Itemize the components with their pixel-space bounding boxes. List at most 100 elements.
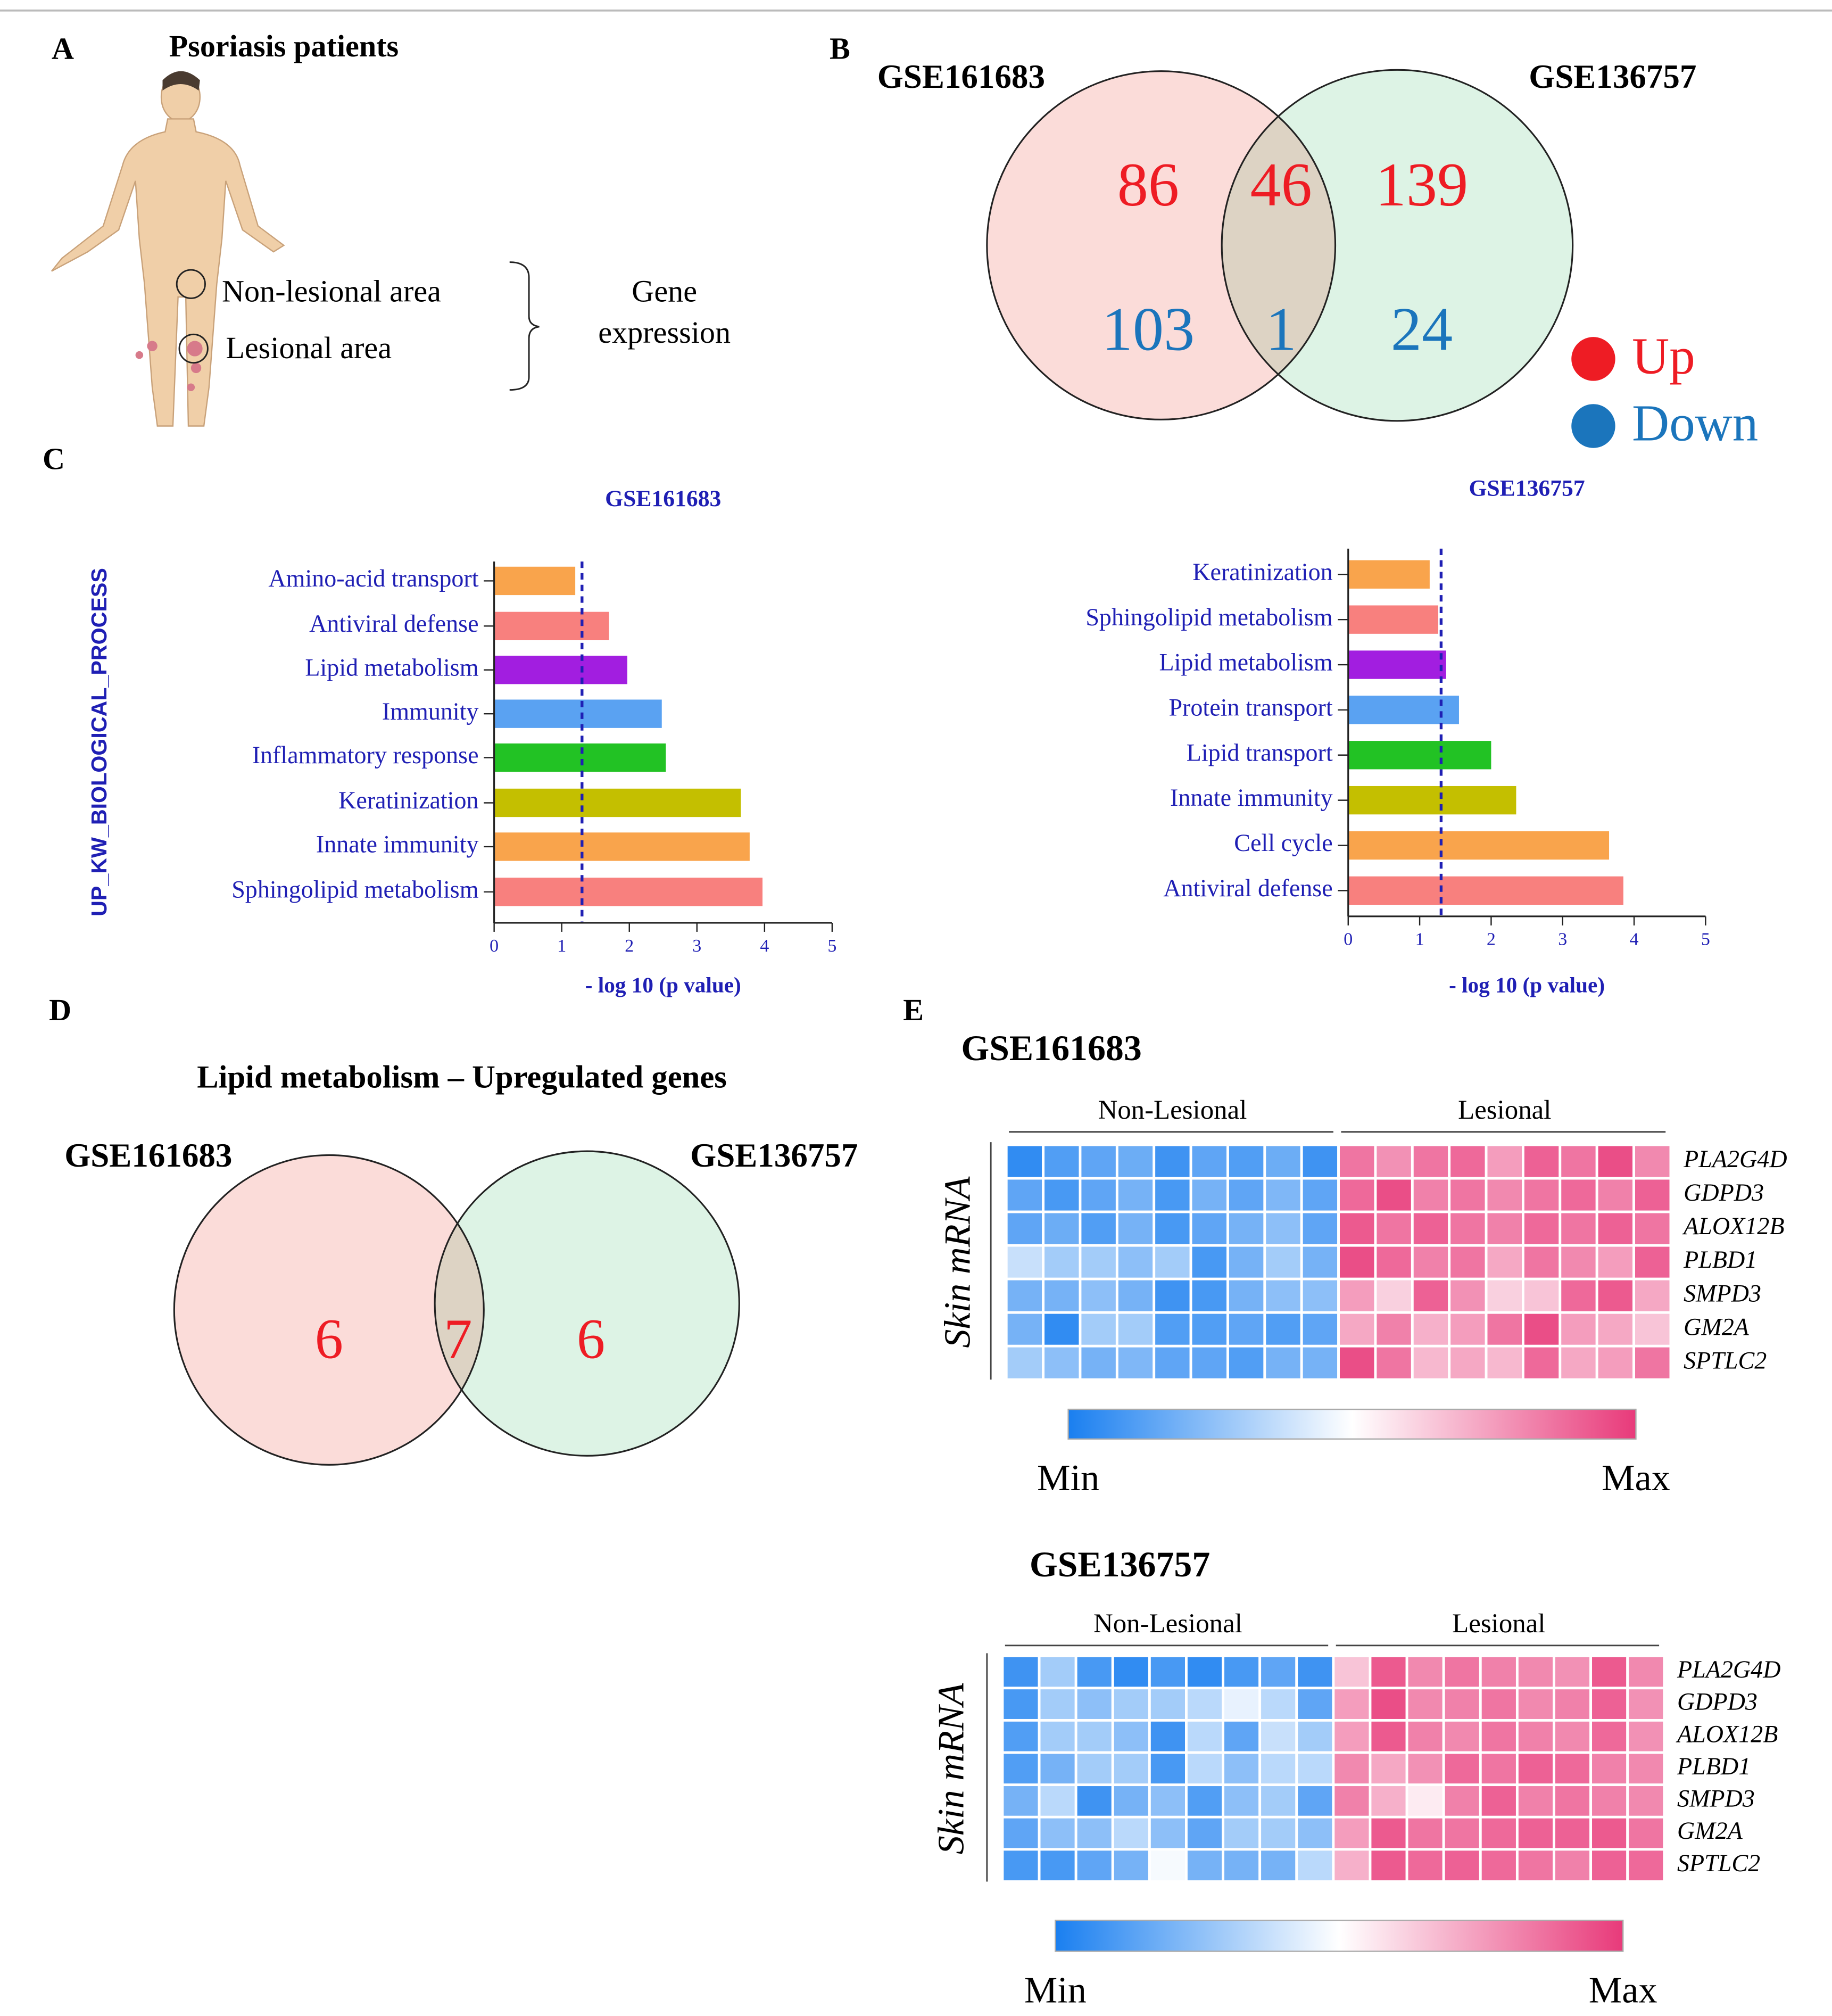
heatmap-cell xyxy=(1595,1210,1635,1247)
heatmap-cell xyxy=(1595,1177,1635,1213)
heatmap-cell xyxy=(1553,1687,1593,1722)
heatmap-cell xyxy=(1115,1177,1156,1213)
heatmap-cell xyxy=(1448,1244,1488,1280)
row-label: ALOX12B xyxy=(1676,1720,1778,1747)
heatmap-cell xyxy=(1074,1783,1114,1819)
heatmap-cell xyxy=(1374,1244,1414,1280)
heatmap-cell xyxy=(1189,1177,1229,1213)
colorbar xyxy=(1067,1408,1637,1440)
heatmap-cell xyxy=(1626,1848,1666,1883)
x-tick-label: 2 xyxy=(625,936,634,956)
group-label: Non-Lesional xyxy=(1098,1095,1247,1125)
heatmap-cell xyxy=(1042,1143,1082,1180)
heatmap-cell xyxy=(1626,1687,1666,1722)
heatmap-cell xyxy=(1522,1210,1562,1247)
heatmap-cell xyxy=(1263,1311,1303,1348)
bar xyxy=(1348,605,1439,634)
heatmap-cell xyxy=(1374,1210,1414,1247)
y-tick-label: Innate immunity xyxy=(1170,784,1333,811)
heatmap-cell xyxy=(1369,1718,1408,1754)
heatmap-cell xyxy=(1115,1244,1156,1280)
heatmap-cell xyxy=(1479,1718,1519,1754)
heatmap-cell xyxy=(1185,1718,1224,1754)
heatmap-cell xyxy=(1258,1654,1298,1690)
heatmap-cell xyxy=(1295,1751,1335,1787)
heatmap-cell xyxy=(1337,1143,1377,1180)
bar xyxy=(494,788,741,817)
heatmap-cell xyxy=(1295,1654,1335,1690)
heatmap-cell xyxy=(1442,1751,1482,1787)
heatmap-cell xyxy=(1632,1344,1672,1381)
row-label: PLBD1 xyxy=(1677,1753,1751,1780)
heatmap-cell xyxy=(1332,1751,1372,1787)
heatmap-cell xyxy=(1485,1143,1524,1180)
heatmap-cell xyxy=(1042,1210,1082,1247)
venn-outline xyxy=(434,1150,740,1457)
heatmap-cell xyxy=(1005,1210,1045,1247)
heatmap-cell xyxy=(1115,1311,1156,1348)
heatmap-cell xyxy=(1226,1311,1266,1348)
heatmap-cell xyxy=(1522,1177,1562,1213)
x-tick-label: 1 xyxy=(1415,930,1424,949)
heatmap-cell xyxy=(1553,1718,1593,1754)
venn-outline xyxy=(1221,69,1574,422)
venn-count: 103 xyxy=(1102,295,1195,363)
heatmap-cell xyxy=(1300,1244,1340,1280)
heatmap-cell xyxy=(1148,1654,1188,1690)
heatmap-cell xyxy=(1111,1687,1151,1722)
bar xyxy=(494,878,763,906)
heatmap-cell xyxy=(1005,1177,1045,1213)
heatmap-cell xyxy=(1559,1311,1598,1348)
row-label: SMPD3 xyxy=(1684,1279,1761,1307)
row-label: ALOX12B xyxy=(1682,1212,1784,1240)
heatmap-cell xyxy=(1479,1687,1519,1722)
heatmap-cell xyxy=(1405,1751,1445,1787)
heatmap-cell xyxy=(1263,1143,1303,1180)
heatmap-cell xyxy=(1222,1751,1262,1787)
x-tick-label: 3 xyxy=(1558,930,1567,949)
venn-outline xyxy=(986,70,1337,420)
heatmap-cell xyxy=(1185,1687,1224,1722)
heatmap-cell xyxy=(1222,1783,1262,1819)
heatmap-cell xyxy=(1411,1177,1451,1213)
heatmap-cell xyxy=(1442,1687,1482,1722)
heatmap-cell xyxy=(1515,1815,1555,1851)
heatmap-cell xyxy=(1332,1654,1372,1690)
y-axis-label: UP_KW_BIOLOGICAL_PROCESS xyxy=(87,568,111,916)
legend-marker xyxy=(1571,404,1615,448)
heatmap-cell xyxy=(1226,1344,1266,1381)
heatmap-cell xyxy=(1553,1751,1593,1787)
heatmap-cell xyxy=(1148,1687,1188,1722)
heatmap-cell xyxy=(1626,1783,1666,1819)
y-tick-label: Inflammatory response xyxy=(252,741,479,769)
heatmap-cell xyxy=(1038,1815,1077,1851)
heatmap-cell xyxy=(1295,1687,1335,1722)
heatmap-cell xyxy=(1074,1815,1114,1851)
heatmap-cell xyxy=(1589,1751,1629,1787)
heatmap-cell xyxy=(1222,1848,1262,1883)
heatmap-cell xyxy=(1079,1210,1118,1247)
heatmap-cell xyxy=(1074,1751,1114,1787)
heatmap-cell xyxy=(1226,1143,1266,1180)
heatmap-cell xyxy=(1153,1177,1192,1213)
heatmap-cell xyxy=(1442,1848,1482,1883)
heatmap-cell xyxy=(1074,1848,1114,1883)
heatmap-cell xyxy=(1559,1344,1598,1381)
heatmap-cell xyxy=(1153,1143,1192,1180)
heatmap-cell xyxy=(1479,1654,1519,1690)
heatmap-cell xyxy=(1405,1815,1445,1851)
heatmap-cell xyxy=(1222,1654,1262,1690)
heatmap-cell xyxy=(1515,1654,1555,1690)
x-tick-label: 4 xyxy=(1630,930,1639,949)
heatmap-cell xyxy=(1258,1815,1298,1851)
heatmap-cell xyxy=(1038,1687,1077,1722)
venn-count: 86 xyxy=(1117,151,1179,219)
x-tick-label: 2 xyxy=(1487,930,1496,949)
heatmap-cell xyxy=(1515,1751,1555,1787)
heatmap-cell xyxy=(1559,1143,1598,1180)
heatmap-cell xyxy=(1001,1654,1041,1690)
heatmap-cell xyxy=(1185,1783,1224,1819)
panel-label: C xyxy=(43,442,65,476)
group-label: Lesional xyxy=(1458,1095,1551,1125)
heatmap-cell xyxy=(1442,1815,1482,1851)
